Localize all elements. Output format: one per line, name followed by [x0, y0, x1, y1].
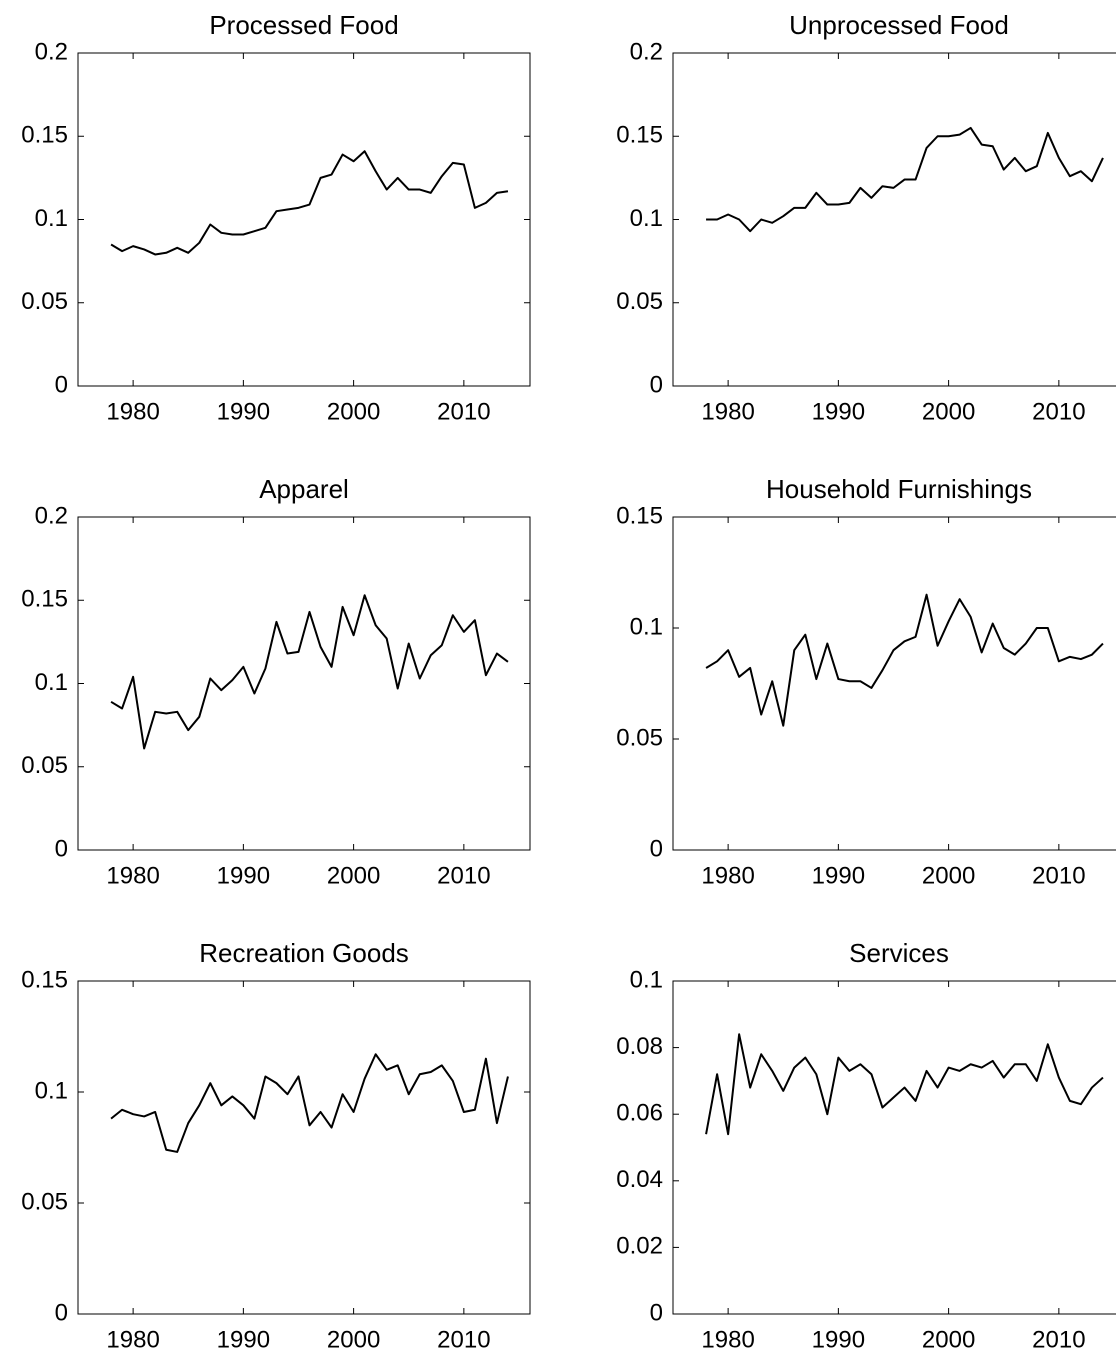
y-tick-label: 0 — [55, 1299, 68, 1326]
y-tick-label: 0 — [650, 835, 663, 862]
x-tick-label: 2010 — [437, 862, 490, 889]
y-tick-label: 0.05 — [616, 724, 663, 751]
y-tick-label: 0.2 — [630, 38, 663, 65]
x-tick-label: 1980 — [701, 862, 754, 889]
y-tick-label: 0.1 — [630, 966, 663, 993]
chart-title: Unprocessed Food — [789, 10, 1009, 40]
y-tick-label: 0.15 — [616, 502, 663, 529]
y-tick-label: 0.15 — [616, 122, 663, 149]
axes-frame — [77, 516, 531, 851]
x-tick-label: 1990 — [812, 1326, 865, 1353]
x-tick-label: 2000 — [327, 1326, 380, 1353]
y-tick-label: 0 — [55, 371, 68, 398]
x-tick-label: 1990 — [812, 398, 865, 425]
x-tick-label: 2010 — [437, 398, 490, 425]
x-tick-label: 1980 — [701, 398, 754, 425]
y-tick-label: 0.1 — [35, 205, 68, 232]
y-tick-label: 0.02 — [616, 1233, 663, 1260]
y-tick-label: 0 — [650, 371, 663, 398]
axes-frame — [672, 980, 1116, 1315]
x-tick-label: 2010 — [1032, 862, 1085, 889]
x-tick-label: 1980 — [701, 1326, 754, 1353]
x-tick-label: 1990 — [217, 398, 270, 425]
y-tick-label: 0.15 — [21, 586, 68, 613]
data-line — [110, 150, 509, 256]
x-tick-label: 1990 — [812, 862, 865, 889]
axes-frame — [672, 516, 1116, 851]
y-tick-label: 0.15 — [21, 122, 68, 149]
y-tick-label: 0.1 — [630, 205, 663, 232]
y-tick-label: 0.2 — [35, 502, 68, 529]
axes-frame — [672, 52, 1116, 387]
y-tick-label: 0 — [55, 835, 68, 862]
y-tick-label: 0.1 — [35, 669, 68, 696]
chart-title: Recreation Goods — [199, 938, 409, 968]
x-tick-label: 1980 — [106, 1326, 159, 1353]
x-tick-label: 2010 — [1032, 1326, 1085, 1353]
y-tick-label: 0.08 — [616, 1033, 663, 1060]
data-line — [706, 126, 1104, 233]
x-tick-label: 2000 — [922, 398, 975, 425]
y-tick-label: 0.05 — [21, 1188, 68, 1215]
chart-title: Services — [849, 938, 949, 968]
axes-frame — [77, 980, 531, 1315]
x-tick-label: 2000 — [327, 398, 380, 425]
data-line — [705, 593, 1104, 727]
y-tick-label: 0 — [650, 1299, 663, 1326]
chart-title: Household Furnishings — [766, 474, 1032, 504]
data-line — [110, 1053, 509, 1153]
x-tick-label: 2010 — [1032, 398, 1085, 425]
x-tick-label: 2000 — [922, 862, 975, 889]
y-tick-label: 0.1 — [35, 1077, 68, 1104]
y-tick-label: 0.15 — [21, 966, 68, 993]
y-tick-label: 0.06 — [616, 1100, 663, 1127]
axes-frame — [77, 52, 531, 387]
y-tick-label: 0.05 — [21, 752, 68, 779]
data-line — [705, 1033, 1104, 1136]
y-tick-label: 0.04 — [616, 1166, 663, 1193]
x-tick-label: 1980 — [106, 398, 159, 425]
x-tick-label: 1980 — [106, 862, 159, 889]
chart-title: Processed Food — [209, 10, 398, 40]
y-tick-label: 0.05 — [21, 288, 68, 315]
chart-title: Apparel — [259, 474, 349, 504]
x-tick-label: 1990 — [217, 1326, 270, 1353]
y-tick-label: 0.2 — [35, 38, 68, 65]
x-tick-label: 2010 — [437, 1326, 490, 1353]
y-tick-label: 0.05 — [616, 288, 663, 315]
x-tick-label: 2000 — [327, 862, 380, 889]
data-line — [110, 594, 509, 750]
y-tick-label: 0.1 — [630, 613, 663, 640]
x-tick-label: 1990 — [217, 862, 270, 889]
x-tick-label: 2000 — [922, 1326, 975, 1353]
